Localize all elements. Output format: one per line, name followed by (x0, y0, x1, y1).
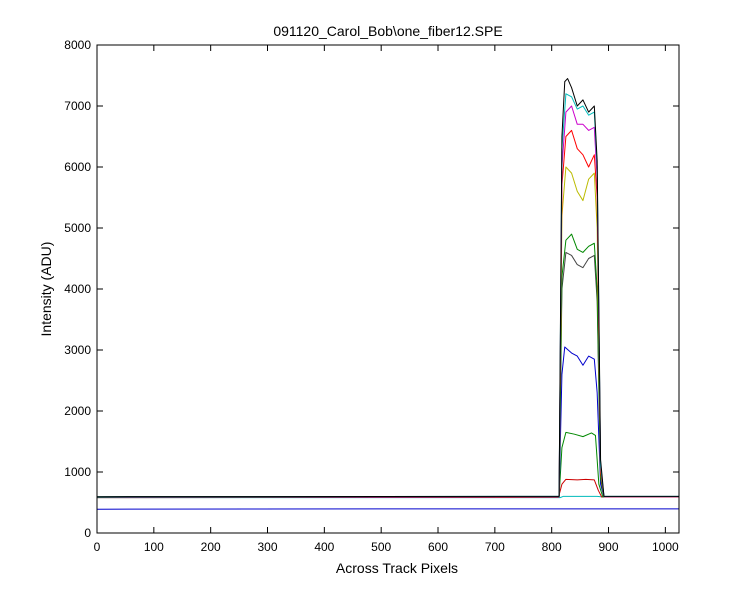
y-tick-label: 6000 (64, 160, 91, 174)
y-tick-label: 8000 (64, 38, 91, 52)
y-tick-label: 3000 (64, 343, 91, 357)
x-tick-label: 500 (371, 540, 391, 554)
x-tick-label: 400 (314, 540, 334, 554)
y-tick-label: 7000 (64, 99, 91, 113)
x-axis-label: Across Track Pixels (336, 560, 458, 576)
x-tick-label: 600 (428, 540, 448, 554)
x-tick-label: 300 (257, 540, 277, 554)
y-tick-label: 2000 (64, 404, 91, 418)
x-tick-label: 100 (144, 540, 164, 554)
y-tick-label: 4000 (64, 282, 91, 296)
x-tick-label: 700 (485, 540, 505, 554)
x-tick-label: 800 (542, 540, 562, 554)
plot-background (97, 45, 679, 533)
x-tick-label: 1000 (652, 540, 679, 554)
y-tick-label: 0 (84, 526, 91, 540)
x-tick-label: 900 (599, 540, 619, 554)
y-tick-label: 5000 (64, 221, 91, 235)
x-tick-label: 0 (94, 540, 101, 554)
plot-area (97, 45, 679, 533)
y-axis-label: Intensity (ADU) (38, 242, 54, 337)
y-tick-label: 1000 (64, 465, 91, 479)
x-tick-label: 200 (201, 540, 221, 554)
chart-title: 091120_Carol_Bob\one_fiber12.SPE (273, 23, 502, 39)
